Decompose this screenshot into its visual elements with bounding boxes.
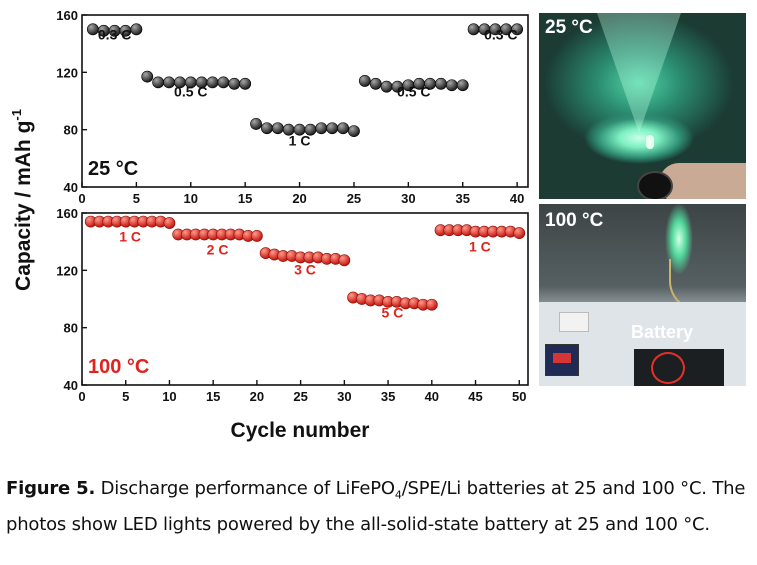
- x-tick-label: 10: [162, 389, 176, 404]
- data-point: [358, 75, 371, 87]
- y-tick-label: 120: [56, 263, 78, 278]
- y-axis-label: Capacity / mAh g-1: [9, 109, 35, 291]
- chart-100c: 0 5 10 15 20 25 30 35 40 45 50 40 80 120 160 1 C 2 C 3 C 5…: [56, 206, 529, 404]
- data-point: [239, 77, 252, 90]
- x-tick-label: 25: [347, 191, 361, 206]
- photo-top-label: 25 °C: [545, 17, 593, 38]
- x-tick-label: 20: [292, 191, 306, 206]
- rate-label: 3 C: [294, 262, 316, 278]
- rate-label: 1 C: [119, 229, 141, 245]
- chart-25c: 0 5 10 15 20 25 30 35 40 40 80 120 160 0.3 C 0.5 C 1 C 0…: [56, 8, 529, 206]
- x-tick-label: 40: [425, 389, 439, 404]
- caption-text-1: Discharge performance of LiFePO: [95, 478, 395, 499]
- data-point: [86, 23, 99, 36]
- data-point: [271, 122, 284, 135]
- oven-sticker: [559, 312, 589, 332]
- x-tick-label: 0: [78, 389, 85, 404]
- data-point: [130, 23, 143, 36]
- x-tick-label: 15: [238, 191, 252, 206]
- x-tick-label: 30: [337, 389, 351, 404]
- photo-led-25c: 25 °C: [539, 13, 746, 199]
- finger: [659, 163, 746, 199]
- x-tick-label: 25: [293, 389, 307, 404]
- data-point: [467, 23, 480, 36]
- plot-frame: [81, 212, 529, 386]
- rate-label: 0.3 C: [98, 26, 131, 42]
- x-tick-label: 35: [381, 389, 395, 404]
- rate-label: 0.5 C: [397, 84, 430, 100]
- photo-led-100c: 100 °C Battery: [539, 204, 746, 386]
- data-point: [511, 23, 524, 36]
- x-tick-label: 5: [122, 389, 129, 404]
- y-tick-label: 160: [56, 206, 78, 221]
- data-point: [425, 298, 438, 311]
- figure-caption: Figure 5. Discharge performance of LiFeP…: [6, 474, 754, 539]
- y-tick-label: 120: [56, 65, 78, 80]
- data-point: [152, 76, 165, 89]
- x-tick-label: 0: [78, 191, 85, 206]
- rate-label: 0.3 C: [484, 26, 517, 42]
- data-point: [315, 122, 328, 135]
- data-point: [369, 77, 382, 90]
- x-tick-label: 40: [510, 191, 524, 206]
- y-axis-label-text: Capacity / mAh g: [12, 121, 35, 291]
- rate-label: 2 C: [207, 242, 229, 258]
- x-tick-label: 50: [512, 389, 526, 404]
- data-point: [141, 70, 154, 83]
- temperature-annotation: 100 °C: [88, 356, 149, 378]
- x-tick-label: 15: [206, 389, 220, 404]
- y-tick-label: 80: [64, 321, 78, 336]
- data-point: [326, 122, 339, 135]
- y-tick-label: 80: [64, 123, 78, 138]
- y-tick-label: 40: [64, 180, 78, 195]
- battery-cell: [637, 171, 673, 199]
- rate-label: 5 C: [382, 305, 404, 321]
- data-point: [206, 76, 219, 89]
- data-point: [435, 77, 447, 90]
- y-tick-label: 160: [56, 8, 78, 23]
- data-point: [250, 118, 262, 130]
- data-point: [251, 230, 263, 242]
- rate-label: 1 C: [289, 132, 311, 148]
- data-point: [217, 76, 230, 89]
- x-axis-label: Cycle number: [231, 419, 370, 442]
- x-tick-label: 45: [468, 389, 482, 404]
- light-beam: [597, 13, 681, 133]
- data-point: [338, 254, 351, 267]
- battery-highlight-circle: [651, 352, 685, 384]
- data-point: [261, 122, 273, 135]
- caption-text-2: /SPE/Li batteries at 25 and 100 °C. The …: [6, 478, 746, 535]
- rate-label: 0.5 C: [174, 84, 207, 100]
- led-bulb: [646, 135, 654, 149]
- x-tick-label: 35: [455, 191, 469, 206]
- caption-sub: 4: [394, 488, 402, 502]
- y-axis-label-sup: -1: [9, 109, 24, 121]
- data-point: [445, 79, 458, 92]
- data-point: [163, 76, 175, 89]
- temperature-annotation: 25 °C: [88, 158, 138, 180]
- plot-frame: [81, 14, 529, 188]
- caption-figure-number: Figure 5.: [6, 478, 96, 499]
- x-tick-label: 20: [250, 389, 264, 404]
- rate-label: 1 C: [469, 239, 491, 255]
- battery-label: Battery: [631, 322, 694, 342]
- data-point: [348, 125, 360, 138]
- data-point: [337, 122, 349, 135]
- oven-display: [545, 344, 579, 376]
- x-tick-label: 10: [184, 191, 198, 206]
- x-tick-label: 5: [133, 191, 140, 206]
- data-point: [513, 227, 526, 239]
- data-point: [380, 80, 393, 93]
- x-tick-label: 30: [401, 191, 415, 206]
- data-point: [163, 217, 176, 229]
- data-point: [456, 79, 469, 92]
- photo-bottom-label: 100 °C: [545, 210, 604, 231]
- data-point: [228, 77, 241, 90]
- y-tick-label: 40: [64, 378, 78, 393]
